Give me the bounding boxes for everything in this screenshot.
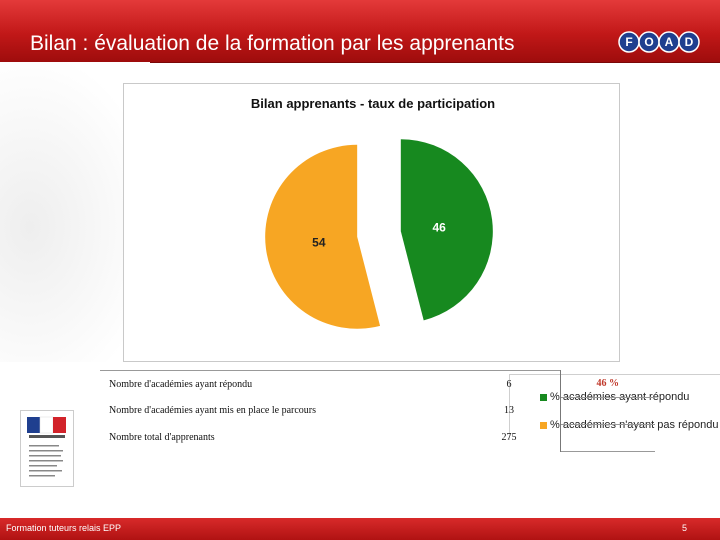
header-bar: Bilan : évaluation de la formation par l…: [0, 0, 720, 63]
logo-letter: O: [644, 35, 653, 49]
marianne-emblem-icon: [27, 416, 66, 477]
ministry-logo: [20, 410, 74, 487]
pie-data-label: 46: [432, 220, 446, 234]
table-row: Nombre d'académies ayant mis en place le…: [100, 397, 655, 425]
footer-text: Formation tuteurs relais EPP: [6, 523, 122, 533]
row-value: 275: [458, 424, 561, 451]
row-percent: 46 %: [560, 370, 655, 398]
row-label: Nombre total d'apprenants: [109, 432, 215, 443]
chart-title: Bilan apprenants - taux de participation: [251, 96, 495, 111]
pie-chart: Bilan apprenants - taux de participation…: [251, 96, 495, 329]
row-label: Nombre d'académies ayant répondu: [100, 370, 459, 397]
table-row: Nombre total d'apprenants 275: [100, 424, 655, 452]
logo-letter: F: [625, 35, 632, 49]
row-value: 6: [458, 370, 561, 397]
logo-letter: D: [685, 35, 694, 49]
logo-circle: [678, 31, 700, 53]
slide-title: Bilan : évaluation de la formation par l…: [30, 32, 515, 55]
pie-data-label: 54: [312, 236, 326, 250]
row-value: 13: [458, 397, 561, 424]
row-percent: [560, 424, 655, 452]
table-row: Nombre d'académies ayant répondu 6 46 %: [100, 370, 655, 398]
pie-slice: [400, 139, 493, 321]
row-percent: [560, 397, 655, 425]
footer-bar: [0, 518, 720, 540]
logo-letter: A: [665, 35, 674, 49]
chart-panel: Bilan apprenants - taux de participation…: [123, 83, 720, 440]
stats-table: Nombre d'académies ayant répondu 6 46 % …: [100, 370, 655, 452]
pie-slice: [265, 144, 381, 329]
row-label: Nombre d'académies ayant mis en place le…: [109, 405, 316, 416]
page-number: 5: [682, 523, 688, 533]
